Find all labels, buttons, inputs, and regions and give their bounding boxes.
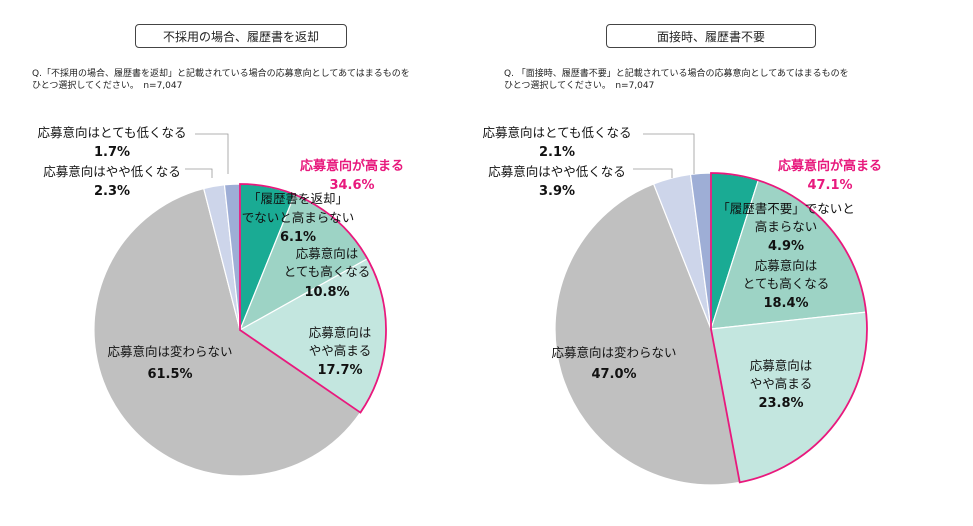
slice-value-0: 6.1% [280,230,316,245]
slice-value-3: 61.5% [147,367,192,382]
slice-value-1: 18.4% [763,296,808,311]
highlight-outline [710,172,868,484]
slice-value-4: 2.3% [94,184,130,199]
slice-label-2: 応募意向は [309,325,372,340]
slice-label-5: 応募意向はとても低くなる [37,125,186,140]
slice-value-2: 17.7% [317,363,362,378]
slice-label-3: 応募意向は変わらない [107,344,232,359]
pie-slices [93,183,387,477]
slice-label-4: 応募意向はやや低くなる [488,164,626,179]
highlight-value: 34.6% [329,178,374,193]
chart-title: 不採用の場合、履歴書を返却 [135,24,347,48]
slice-label-3: 応募意向は変わらない [551,345,676,360]
chart-panel-right: 面接時、履歴書不要 Q. 「面接時、履歴書不要」と記載されている場合の応募意向と… [482,0,972,526]
highlight-outline [239,183,387,414]
slice-value-0: 4.9% [768,239,804,254]
leader-line-1 [643,133,695,174]
slice-label-0: でないと高まらない [242,210,355,225]
slice-label-1: 応募意向は [755,258,818,273]
highlight-label: 応募意向が高まる [778,158,882,174]
slice-labels: 「履歴書不要」でないと高まらない4.9%応募意向はとても高くなる18.4%応募意… [482,125,854,411]
pie-chart-left: 「履歴書を返却」でないと高まらない6.1%応募意向はとても高くなる10.8%応募… [37,125,404,477]
slice-label-4: 応募意向はやや低くなる [43,164,181,179]
pie-chart-right: 「履歴書不要」でないと高まらない4.9%応募意向はとても高くなる18.4%応募意… [482,125,882,486]
slice-value-4: 3.9% [539,184,575,199]
slice-value-3: 47.0% [591,367,636,382]
slice-labels: 「履歴書を返却」でないと高まらない6.1%応募意向はとても高くなる10.8%応募… [37,125,371,382]
question-text: Q. 「面接時、履歴書不要」と記載されている場合の応募意向としてあてはまるものを… [504,69,849,91]
slice-value-1: 10.8% [304,285,349,300]
slice-label-2: やや高まる [750,376,813,391]
slice-label-1: とても高くなる [743,276,830,291]
chart-panel-left: 不採用の場合、履歴書を返却 Q.「不採用の場合、履歴書を返却」と記載されている場… [0,0,486,526]
slice-label-5: 応募意向はとても低くなる [482,125,631,140]
slice-label-0: 「履歴書を返却」 [248,191,348,206]
leader-line-0 [633,168,673,178]
slice-value-5: 2.1% [539,145,575,160]
slice-label-2: やや高まる [309,343,372,358]
chart-title: 面接時、履歴書不要 [606,24,816,48]
pie-slice-3 [554,183,741,486]
question-text: Q.「不採用の場合、履歴書を返却」と記載されている場合の応募意向としてあてはまる… [32,69,410,91]
slice-label-0: 高まらない [755,219,818,234]
highlight-value: 47.1% [807,178,852,193]
slice-label-2: 応募意向は [750,358,813,373]
pie-slice-3 [93,187,362,477]
leader-line-0 [185,168,213,178]
slice-label-1: とても高くなる [284,264,371,279]
leader-line-1 [195,133,229,174]
pie-slices [554,172,868,486]
highlight-label: 応募意向が高まる [300,158,404,174]
slice-label-1: 応募意向は [296,246,359,261]
slice-label-0: 「履歴書不要」でないと [717,201,855,216]
slice-value-2: 23.8% [758,396,803,411]
slice-value-5: 1.7% [94,145,130,160]
